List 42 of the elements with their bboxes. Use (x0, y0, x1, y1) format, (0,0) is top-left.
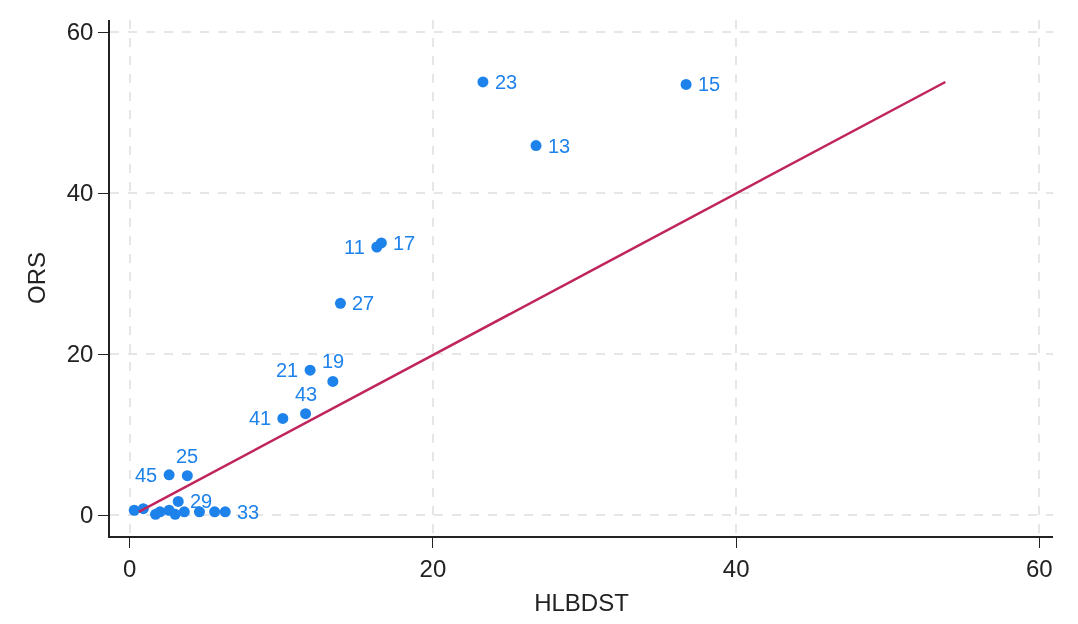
y-axis-title: ORS (23, 251, 51, 305)
point (128, 504, 140, 516)
annotation: 13 (548, 135, 571, 157)
point (181, 470, 193, 482)
y-tick-label: 40 (66, 179, 94, 207)
x-tick-label: 40 (722, 554, 750, 582)
annotation: 41 (249, 407, 272, 429)
annotation: 23 (495, 71, 518, 93)
point (680, 78, 692, 90)
x-tick-label: 20 (419, 554, 447, 582)
annotation: 11 (344, 236, 365, 258)
point (477, 76, 489, 88)
point (209, 506, 221, 518)
annotation: 27 (352, 292, 375, 314)
annotation: 21 (276, 359, 299, 381)
annotation: 15 (698, 73, 721, 95)
y-tick-label: 20 (66, 340, 94, 368)
point (219, 506, 231, 518)
point (149, 508, 161, 520)
annotation: 43 (295, 383, 318, 405)
annotation: 17 (393, 232, 416, 254)
x-tick-label: 60 (1026, 554, 1053, 582)
point (172, 495, 184, 507)
point (300, 408, 312, 420)
annotation: 25 (176, 445, 199, 467)
point (304, 364, 316, 376)
annotation: 19 (322, 350, 345, 372)
x-axis-title: HLBDST (534, 589, 630, 617)
y-tick-label: 0 (80, 501, 94, 529)
annotation: 45 (135, 464, 158, 486)
y-tick-label: 60 (66, 18, 94, 46)
annotation: 33 (237, 501, 260, 523)
point (371, 241, 383, 253)
point (163, 469, 175, 481)
point (530, 140, 542, 152)
point (334, 297, 346, 309)
point (277, 412, 289, 424)
x-tick-label: 0 (123, 554, 137, 582)
point (169, 508, 181, 520)
point (327, 375, 339, 387)
annotation: 29 (190, 490, 213, 512)
point (178, 506, 190, 518)
